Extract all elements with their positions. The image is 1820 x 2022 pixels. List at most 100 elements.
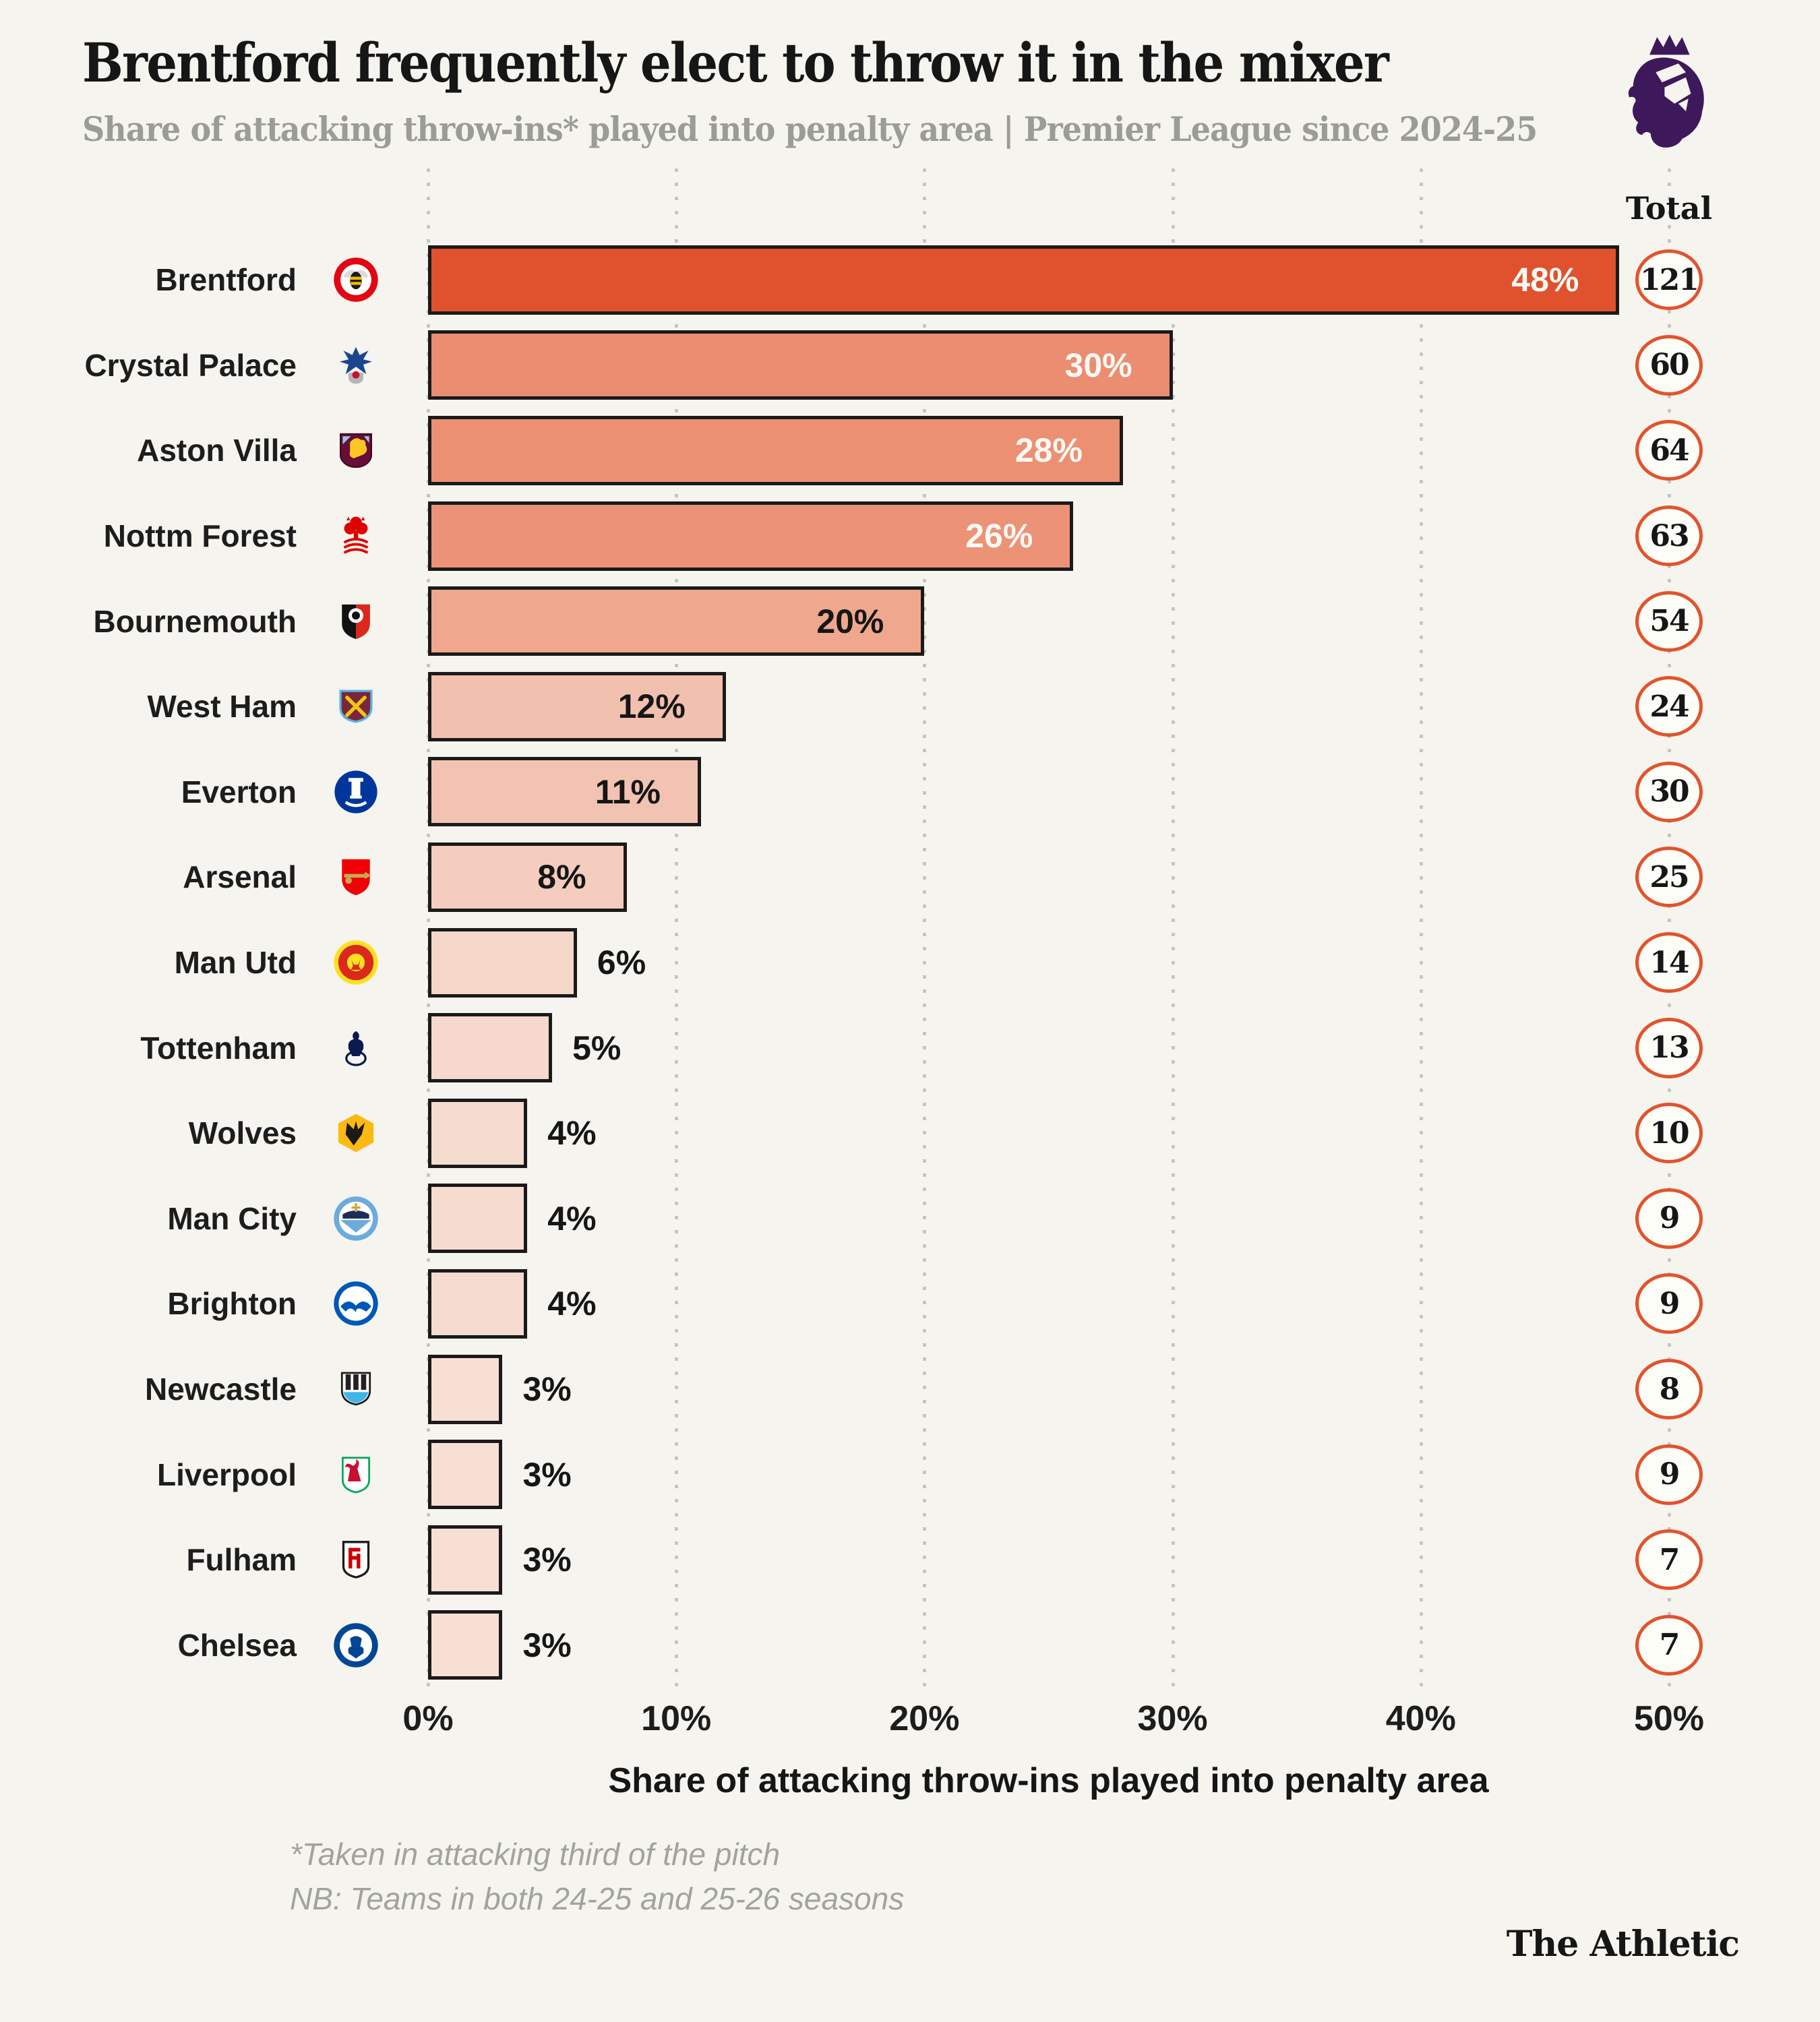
total-badge: 64 xyxy=(1635,420,1703,481)
bar-value-label: 20% xyxy=(816,602,884,640)
team-row: Crystal Palace 30% 60 xyxy=(0,323,1820,408)
man-utd-badge-icon xyxy=(332,938,380,987)
total-value: 25 xyxy=(1649,859,1689,894)
bar-west-ham: 12% xyxy=(428,671,726,741)
total-badge: 121 xyxy=(1635,249,1703,311)
team-label: Liverpool xyxy=(156,1457,297,1492)
gridline-50pct xyxy=(1668,168,1671,1688)
bar-brighton xyxy=(428,1268,528,1339)
team-label: Everton xyxy=(181,774,297,809)
team-row: West Ham 12% 24 xyxy=(0,664,1820,749)
bar-value-label: 11% xyxy=(595,772,661,811)
team-label: Brighton xyxy=(167,1286,297,1322)
bar-man-city xyxy=(428,1184,528,1254)
total-value: 14 xyxy=(1649,945,1689,980)
total-value: 24 xyxy=(1649,689,1689,724)
total-value: 64 xyxy=(1649,433,1689,468)
team-label: Aston Villa xyxy=(137,433,297,468)
the-athletic-logo: The Athletic xyxy=(1506,1924,1740,1965)
x-axis-title: Share of attacking throw-ins played into… xyxy=(608,1761,1489,1800)
team-label: Crystal Palace xyxy=(84,347,297,383)
bar-value-label: 48% xyxy=(1511,261,1579,299)
liverpool-badge-icon xyxy=(332,1450,380,1499)
total-badge: 63 xyxy=(1635,506,1703,567)
team-label: Wolves xyxy=(188,1115,297,1151)
team-label: Fulham xyxy=(186,1542,297,1578)
bar-liverpool xyxy=(428,1440,503,1510)
tottenham-badge-icon xyxy=(332,1024,380,1072)
bar-value-label: 3% xyxy=(522,1455,572,1494)
page-subtitle: Share of attacking throw-ins* played int… xyxy=(82,109,1538,149)
team-label: Man City xyxy=(167,1200,297,1236)
total-badge: 8 xyxy=(1635,1359,1703,1420)
team-label: Tottenham xyxy=(140,1030,297,1066)
x-tick-label: 50% xyxy=(1633,1699,1705,1738)
team-label: West Ham xyxy=(147,689,297,725)
total-badge: 9 xyxy=(1635,1188,1703,1249)
team-row: Man City 4% 9 xyxy=(0,1176,1820,1262)
total-badge: 14 xyxy=(1635,932,1703,993)
bar-value-label: 26% xyxy=(965,517,1033,555)
team-row: Arsenal 8% 25 xyxy=(0,834,1820,920)
total-value: 7 xyxy=(1659,1542,1680,1577)
bar-value-label: 4% xyxy=(547,1199,597,1237)
chelsea-badge-icon xyxy=(332,1621,380,1669)
bar-tottenham xyxy=(428,1013,553,1083)
total-badge: 9 xyxy=(1635,1444,1703,1505)
team-label: Man Utd xyxy=(174,945,297,981)
total-value: 8 xyxy=(1659,1372,1680,1407)
team-row: Wolves 4% 10 xyxy=(0,1091,1820,1176)
total-value: 121 xyxy=(1640,262,1699,297)
footnote-nb: NB: Teams in both 24-25 and 25-26 season… xyxy=(290,1881,905,1916)
total-badge: 30 xyxy=(1635,761,1703,822)
team-label: Newcastle xyxy=(144,1372,297,1407)
gridline-40pct xyxy=(1419,168,1423,1688)
bar-value-label: 12% xyxy=(617,687,686,726)
total-value: 13 xyxy=(1649,1031,1689,1066)
total-badge: 54 xyxy=(1635,590,1703,652)
page-title: Brentford frequently elect to throw it i… xyxy=(82,31,1389,94)
bar-value-label: 28% xyxy=(1014,431,1083,470)
bar-value-label: 30% xyxy=(1064,346,1132,384)
x-tick-label: 10% xyxy=(641,1699,712,1738)
total-badge: 25 xyxy=(1635,847,1703,908)
bar-chelsea xyxy=(428,1610,503,1680)
man-city-badge-icon xyxy=(332,1194,380,1243)
total-value: 9 xyxy=(1659,1201,1680,1236)
bar-arsenal: 8% xyxy=(428,842,627,912)
aston-villa-badge-icon xyxy=(332,426,380,474)
bar-value-label: 3% xyxy=(522,1626,572,1664)
team-row: Liverpool 3% 9 xyxy=(0,1432,1820,1517)
gridline-30pct xyxy=(1171,168,1175,1688)
bar-newcastle xyxy=(428,1354,503,1424)
total-badge: 9 xyxy=(1635,1273,1703,1335)
everton-badge-icon xyxy=(332,768,380,816)
team-row: Man Utd 6% 14 xyxy=(0,920,1820,1006)
team-row: Brighton 4% 9 xyxy=(0,1261,1820,1347)
newcastle-badge-icon xyxy=(332,1365,380,1413)
total-badge: 60 xyxy=(1635,334,1703,396)
bar-value-label: 4% xyxy=(547,1114,597,1153)
bar-crystal-palace: 30% xyxy=(428,330,1173,400)
team-row: Chelsea 3% 7 xyxy=(0,1603,1820,1688)
x-tick-label: 0% xyxy=(402,1699,454,1738)
total-value: 9 xyxy=(1659,1457,1680,1492)
total-badge: 13 xyxy=(1635,1017,1703,1078)
nottm-forest-badge-icon xyxy=(332,512,380,560)
crystal-palace-badge-icon xyxy=(332,341,380,390)
wolves-badge-icon xyxy=(332,1109,380,1157)
total-badge: 7 xyxy=(1635,1614,1703,1676)
total-value: 9 xyxy=(1659,1286,1680,1321)
bar-fulham xyxy=(428,1525,503,1595)
gridline-20pct xyxy=(923,168,927,1688)
bar-man-utd xyxy=(428,927,577,998)
bar-wolves xyxy=(428,1098,528,1168)
team-row: Newcastle 3% 8 xyxy=(0,1347,1820,1432)
bar-value-label: 3% xyxy=(522,1370,572,1409)
bar-value-label: 3% xyxy=(522,1541,572,1579)
total-value: 30 xyxy=(1649,774,1689,809)
team-row: Fulham 3% 7 xyxy=(0,1517,1820,1603)
team-label: Bournemouth xyxy=(93,603,297,639)
bar-value-label: 5% xyxy=(572,1029,621,1067)
fulham-badge-icon xyxy=(332,1535,380,1584)
